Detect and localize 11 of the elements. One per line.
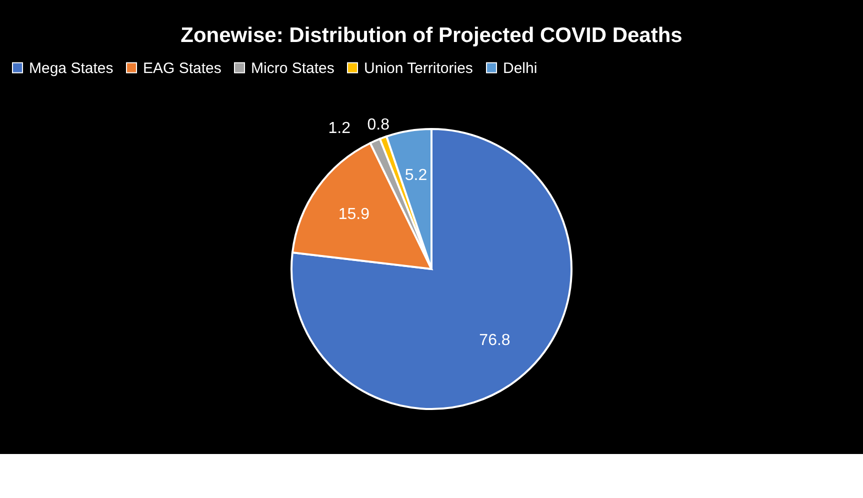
legend-label: Union Territories [364, 60, 473, 77]
data-label: 15.9 [338, 206, 370, 223]
chart-title: Zonewise: Distribution of Projected COVID Deaths [180, 24, 682, 47]
data-label: 76.8 [479, 332, 510, 350]
data-label: 1.2 [328, 120, 351, 138]
data-label: 0.8 [367, 116, 390, 134]
legend-label: Mega States [29, 60, 114, 77]
data-label: 5.2 [404, 167, 428, 184]
legend-label: Micro States [251, 60, 334, 77]
legend-label: EAG States [143, 60, 222, 77]
legend-label: Delhi [503, 60, 538, 77]
